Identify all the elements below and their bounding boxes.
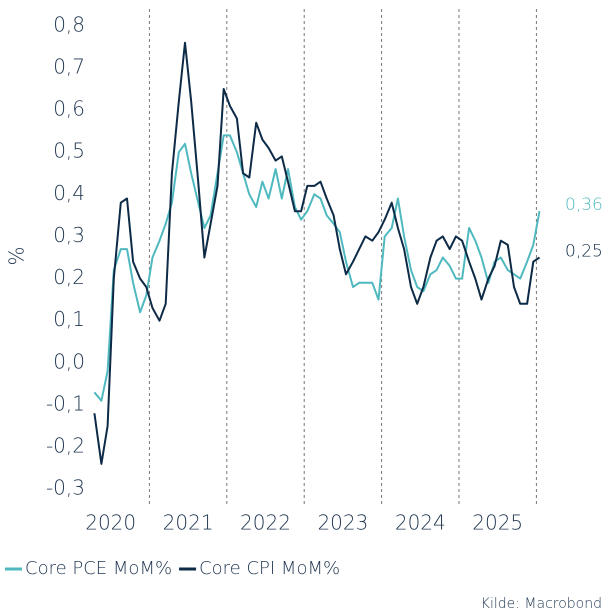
y-tick-label: 0,7 [53, 54, 85, 78]
end-label: 0,25 [565, 242, 603, 262]
y-tick-label: 0,4 [53, 181, 85, 205]
x-tick-label: 2020 [85, 511, 136, 535]
x-tick-label: 2021 [163, 511, 214, 535]
x-tick-label: 2023 [317, 511, 368, 535]
end-label: 0,36 [565, 195, 603, 215]
x-tick-label: 2022 [240, 511, 291, 535]
y-tick-label: 0,1 [53, 307, 85, 331]
y-tick-label: 0,5 [53, 139, 85, 163]
x-tick-label: 2025 [472, 511, 523, 535]
legend-label: Core CPI MoM% [199, 558, 340, 579]
y-axis-label: % [5, 246, 29, 265]
y-tick-label: 0,2 [53, 265, 85, 289]
y-tick-label: -0,2 [46, 434, 85, 458]
legend-label: Core PCE MoM% [25, 558, 172, 579]
y-tick-label: 0,0 [53, 349, 85, 373]
y-tick-label: -0,1 [46, 391, 85, 415]
y-tick-label: 0,8 [53, 12, 85, 36]
y-tick-label: 0,3 [53, 223, 85, 247]
y-tick-label: -0,3 [46, 476, 85, 500]
x-tick-label: 2024 [395, 511, 446, 535]
y-tick-label: 0,6 [53, 97, 85, 121]
series-line [93, 41, 541, 465]
series-line [93, 134, 541, 402]
source: Kilde: Macrobond [481, 596, 602, 611]
